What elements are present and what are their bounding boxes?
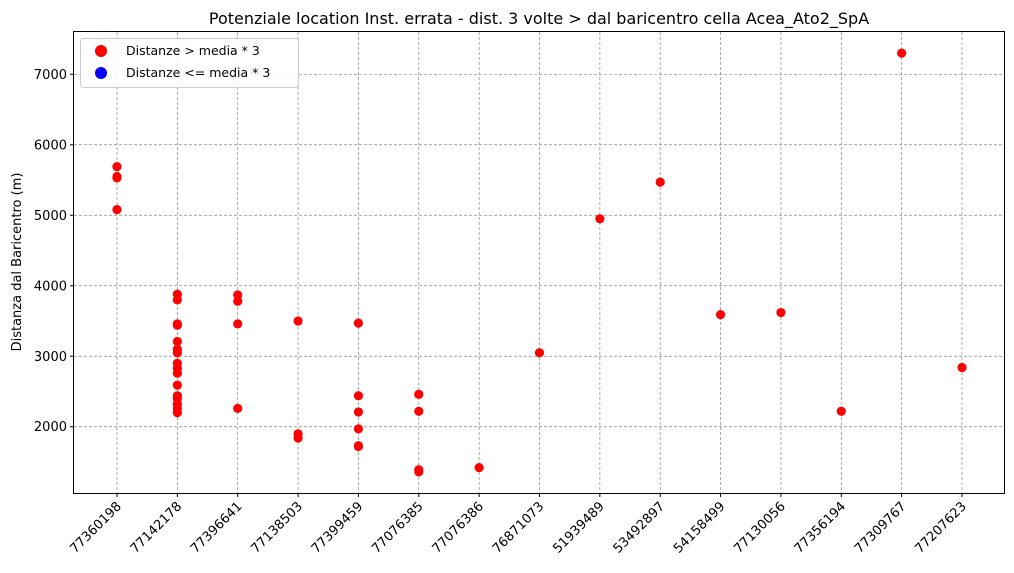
legend-label-over: Distanze > media * 3	[126, 43, 260, 58]
x-tick-label: 77309767	[852, 499, 909, 556]
data-point	[172, 336, 182, 347]
data-point	[353, 318, 364, 328]
data-point	[897, 48, 907, 58]
legend: Distanze > media * 3 Distanze <= media *…	[80, 38, 299, 88]
data-point	[112, 173, 122, 183]
legend-label-under: Distanze <= media * 3	[126, 65, 270, 80]
x-tick-label: 51939489	[550, 499, 607, 556]
x-tick-label: 77076385	[369, 499, 426, 556]
plot-area-frame	[73, 31, 1005, 494]
data-point	[353, 407, 364, 417]
data-point	[172, 348, 182, 358]
data-point	[353, 391, 364, 401]
data-point	[172, 368, 182, 378]
data-point	[172, 408, 182, 418]
x-tick-label: 77360198	[67, 499, 124, 556]
data-point	[836, 406, 846, 416]
data-point	[715, 310, 726, 320]
data-point	[112, 205, 122, 215]
y-tick-label: 4000	[34, 279, 67, 294]
y-axis-ticks: 2000 3000 4000 5000 6000 7000	[34, 68, 74, 435]
data-point	[172, 295, 182, 305]
x-tick-label: 77142178	[128, 499, 185, 556]
data-points	[112, 48, 967, 477]
data-point	[414, 389, 424, 399]
x-tick-label: 53492897	[611, 499, 668, 556]
x-tick-label: 77076386	[430, 499, 487, 556]
x-tick-label: 77138503	[249, 499, 306, 556]
y-tick-label: 5000	[34, 209, 67, 224]
legend-box	[80, 38, 299, 88]
grid-lines	[74, 32, 1004, 493]
data-point	[293, 316, 303, 326]
data-point	[233, 403, 243, 414]
data-point	[233, 290, 243, 300]
data-point	[655, 177, 665, 187]
y-tick-label: 3000	[34, 350, 67, 365]
data-point	[414, 406, 424, 416]
data-point	[233, 319, 243, 329]
x-tick-label: 77399459	[309, 499, 366, 556]
data-point	[534, 348, 545, 358]
data-point	[172, 380, 182, 390]
x-tick-label: 77207623	[912, 499, 969, 556]
x-tick-label: 77130056	[731, 499, 788, 556]
y-tick-label: 7000	[34, 68, 67, 83]
y-axis-label: Distanza dal Baricentro (m)	[10, 173, 25, 352]
x-axis-ticks: 77360198 77142178 77396641 77138503 77399459…	[67, 493, 970, 557]
x-tick-label: 76871073	[490, 499, 547, 556]
data-point	[414, 467, 424, 477]
data-point	[957, 362, 967, 373]
data-point	[112, 162, 122, 172]
y-tick-label: 2000	[34, 420, 67, 435]
x-tick-label: 77356194	[792, 499, 849, 556]
x-tick-label: 54158499	[671, 499, 728, 556]
data-point	[172, 320, 182, 330]
data-point	[233, 296, 243, 306]
data-point	[353, 424, 364, 434]
x-tick-label: 77396641	[188, 499, 245, 556]
data-point	[293, 433, 303, 443]
data-point	[776, 307, 786, 318]
chart-title: Potenziale location Inst. errata - dist.…	[209, 9, 869, 29]
legend-marker-under	[95, 67, 107, 79]
data-point	[353, 441, 364, 452]
legend-marker-over	[95, 45, 107, 57]
data-point	[595, 214, 605, 224]
data-point	[474, 463, 484, 473]
y-tick-label: 6000	[34, 138, 67, 153]
